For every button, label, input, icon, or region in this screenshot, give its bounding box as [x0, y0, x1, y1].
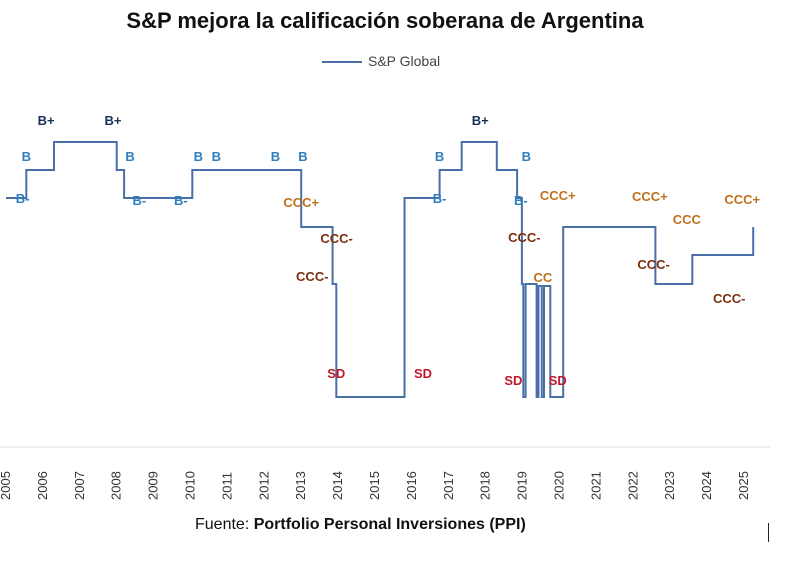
rating-label: CCC+: [724, 192, 760, 207]
x-tick-label: 2019: [515, 471, 530, 500]
x-tick-label: 2018: [478, 471, 493, 500]
rating-label: B+: [472, 113, 489, 128]
x-tick-label: 2015: [367, 471, 382, 500]
rating-label: B: [194, 149, 203, 164]
source-label: Fuente:: [195, 516, 250, 533]
rating-label: SD: [414, 366, 432, 381]
rating-label: SD: [504, 373, 522, 388]
x-tick-label: 2006: [35, 471, 50, 500]
x-tick-label: 2005: [0, 471, 13, 500]
rating-label: B+: [38, 113, 55, 128]
legend: S&P Global: [322, 53, 440, 69]
rating-label: CC: [534, 270, 553, 285]
source-name: Portfolio Personal Inversiones (PPI): [253, 516, 526, 533]
rating-label: CCC+: [540, 188, 576, 203]
x-tick-label: 2017: [441, 471, 456, 500]
rating-label: B: [22, 149, 31, 164]
rating-label: CCC+: [283, 195, 319, 210]
legend-line-swatch: [322, 61, 362, 64]
rating-label: B: [522, 149, 531, 164]
x-tick-label: 2021: [588, 471, 603, 500]
rating-label: CCC-: [713, 291, 746, 306]
rating-label: B-: [514, 193, 528, 208]
rating-label: B-: [433, 191, 447, 206]
x-tick-label: 2008: [109, 471, 124, 500]
x-tick-label: 2020: [552, 471, 567, 500]
x-tick-label: 2013: [293, 471, 308, 500]
chart-title: S&P mejora la calificación soberana de A…: [126, 8, 644, 33]
rating-label: B: [212, 149, 221, 164]
rating-label: CCC-: [637, 257, 670, 272]
x-tick-label: 2025: [736, 471, 751, 500]
rating-label: B-: [174, 193, 188, 208]
x-tick-label: 2023: [662, 471, 677, 500]
x-tick-label: 2022: [625, 471, 640, 500]
rating-label: B: [298, 149, 307, 164]
rating-label: CCC+: [632, 189, 668, 204]
text-cursor: [768, 523, 769, 542]
rating-label: B+: [105, 113, 122, 128]
rating-label: B: [125, 149, 134, 164]
x-tick-label: 2012: [256, 471, 271, 500]
x-tick-label: 2014: [330, 471, 345, 500]
rating-label: B: [435, 149, 444, 164]
series-line-sp-global: [6, 141, 755, 398]
x-tick-label: 2024: [699, 471, 714, 500]
rating-label: CCC-: [508, 230, 541, 245]
x-tick-label: 2007: [72, 471, 87, 500]
x-tick-label: 2016: [404, 471, 419, 500]
rating-label: B: [271, 149, 280, 164]
rating-label: B-: [132, 193, 146, 208]
rating-label: CCC: [673, 212, 702, 227]
rating-label: B-: [16, 191, 30, 206]
x-tick-label: 2009: [146, 471, 161, 500]
rating-label: SD: [327, 366, 345, 381]
legend-label: S&P Global: [368, 53, 441, 69]
rating-label: CCC-: [296, 269, 329, 284]
rating-label: SD: [549, 373, 567, 388]
x-tick-label: 2011: [219, 472, 234, 500]
rating-label: CCC-: [320, 231, 353, 246]
x-tick-label: 2010: [183, 471, 198, 500]
source-note: Fuente: Portfolio Personal Inversiones (…: [195, 516, 526, 534]
